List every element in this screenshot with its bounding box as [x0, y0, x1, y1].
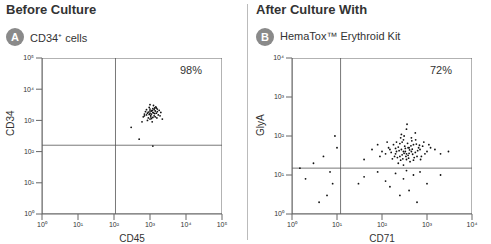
svg-text:10²: 10² — [109, 221, 120, 228]
svg-text:10⁰: 10⁰ — [274, 210, 285, 217]
svg-text:10¹: 10¹ — [24, 179, 35, 186]
svg-text:10⁰: 10⁰ — [37, 221, 48, 228]
svg-text:10²: 10² — [274, 132, 285, 139]
svg-text:10⁵: 10⁵ — [23, 54, 34, 61]
svg-text:10²: 10² — [24, 148, 35, 155]
svg-text:10⁴: 10⁴ — [23, 86, 34, 93]
svg-text:10⁵: 10⁵ — [217, 221, 228, 228]
html-text:After Culture With: After Culture With — [256, 2, 368, 17]
html-text:HemaTox™ Erythroid Kit: HemaTox™ Erythroid Kit — [280, 30, 401, 42]
svg-text:10⁴: 10⁴ — [181, 221, 192, 228]
svg-text:10³: 10³ — [422, 221, 433, 228]
svg-text:10³: 10³ — [145, 221, 156, 228]
svg-text:GlyA: GlyA — [255, 114, 266, 136]
svg-text:10⁴: 10⁴ — [467, 221, 478, 228]
svg-text:CD45: CD45 — [119, 233, 145, 244]
svg-text:CD34: CD34 — [8, 110, 16, 136]
svg-text:10⁰: 10⁰ — [24, 210, 35, 217]
html-text:Before Culture: Before Culture — [6, 2, 97, 17]
svg-text:CD71: CD71 — [369, 233, 395, 244]
svg-text:10⁴: 10⁴ — [273, 54, 284, 61]
svg-text:10¹: 10¹ — [274, 171, 285, 178]
svg-text:10³: 10³ — [274, 93, 285, 100]
html-text:98%: 98% — [180, 64, 202, 76]
html-text:B: B — [261, 31, 269, 43]
svg-text:10¹: 10¹ — [73, 221, 84, 228]
html-text:CD34⁺ cells: CD34⁺ cells — [30, 32, 88, 44]
html-text:72%: 72% — [430, 64, 452, 76]
svg-text:10²: 10² — [377, 221, 388, 228]
svg-text:10³: 10³ — [24, 117, 35, 124]
svg-text:10⁰: 10⁰ — [287, 221, 298, 228]
html-text:A: A — [11, 31, 19, 43]
svg-text:10¹: 10¹ — [332, 221, 343, 228]
